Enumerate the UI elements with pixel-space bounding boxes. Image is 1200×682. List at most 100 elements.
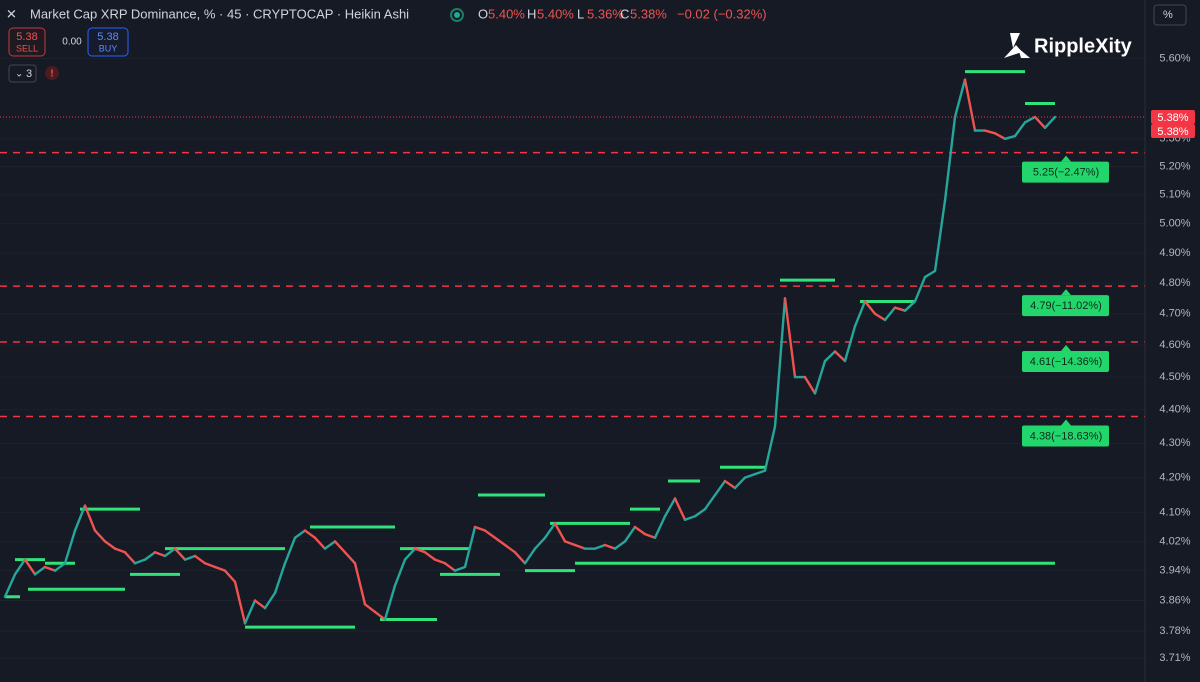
price-segment <box>463 525 477 569</box>
price-segment <box>13 558 27 576</box>
ohlc-value: 5.38% <box>630 6 667 21</box>
price-label-box <box>1151 109 1195 124</box>
price-segment <box>783 297 797 379</box>
ohlc-key: H <box>527 6 536 21</box>
price-segment <box>423 551 437 561</box>
price-segment <box>903 300 917 312</box>
y-tick-label: 3.78% <box>1159 625 1190 637</box>
y-tick-label: 4.40% <box>1159 404 1190 416</box>
price-segment <box>513 551 527 565</box>
symbol-title[interactable]: Market Cap XRP Dominance, % · 45 · CRYPT… <box>30 6 409 21</box>
target-label-box <box>1022 295 1109 317</box>
price-segment <box>153 551 167 558</box>
price-segment <box>663 497 677 518</box>
status-dot-core <box>454 12 460 18</box>
buy-button[interactable] <box>87 27 129 57</box>
price-segment <box>73 504 87 532</box>
price-segment <box>93 529 107 543</box>
target-label-pointer <box>1061 344 1071 351</box>
close-icon[interactable]: ✕ <box>6 6 17 21</box>
buy-label: BUY <box>99 43 118 53</box>
price-segment <box>573 543 587 550</box>
price-segment <box>323 540 337 550</box>
price-segment <box>263 591 277 610</box>
price-segment <box>1023 115 1037 124</box>
price-segment <box>693 507 707 518</box>
price-segment <box>753 469 767 476</box>
price-segment <box>293 529 307 539</box>
price-segment <box>173 547 187 561</box>
target-label: 4.61(−14.36%) <box>1030 356 1102 368</box>
price-segment <box>913 275 927 303</box>
y-tick-label: 3.94% <box>1159 565 1190 577</box>
price-segment <box>953 78 967 119</box>
target-label-pointer <box>1061 419 1071 426</box>
alert-icon[interactable] <box>45 66 59 80</box>
price-segment <box>533 536 547 550</box>
price-segment <box>603 543 617 550</box>
logo-shape <box>1018 48 1030 58</box>
price-segment <box>543 522 557 539</box>
price-segment <box>443 562 457 572</box>
price-segment <box>733 476 747 490</box>
sell-button[interactable] <box>8 27 46 57</box>
price-segment <box>43 565 57 572</box>
indicators-toggle[interactable] <box>8 64 37 83</box>
price-segment <box>23 558 37 576</box>
price-segment <box>1043 115 1057 130</box>
target-label-box <box>1022 425 1109 447</box>
price-segment <box>943 115 957 202</box>
ohlc-key: L <box>577 6 584 21</box>
y-tick-label: 4.60% <box>1159 339 1190 351</box>
price-segment <box>273 562 287 595</box>
ohlc-value: 5.36% <box>587 6 624 21</box>
price-segment <box>853 300 867 328</box>
target-label: 4.79(−11.02%) <box>1030 300 1102 312</box>
price-segment <box>883 306 897 322</box>
scale-button-label: % <box>1163 9 1173 21</box>
price-segment <box>83 504 97 532</box>
y-tick-label: 3.71% <box>1159 652 1190 664</box>
price-segment <box>963 78 977 132</box>
price-segment <box>493 536 507 547</box>
ohlc-value: 5.40% <box>488 6 525 21</box>
price-segment <box>413 547 427 554</box>
price-segment <box>803 375 817 395</box>
price-segment <box>303 529 317 539</box>
price-segment <box>563 540 577 547</box>
scale-button[interactable] <box>1153 4 1187 26</box>
target-label-box <box>1022 350 1109 372</box>
price-segment <box>313 536 327 550</box>
price-segment <box>403 547 417 561</box>
price-segment <box>243 599 257 625</box>
chevron: ⌄ <box>15 69 23 80</box>
price-segment <box>143 551 157 561</box>
price-segment <box>593 543 607 550</box>
price-segment <box>203 562 217 569</box>
y-tick-label: 4.90% <box>1159 247 1190 259</box>
price-segment <box>183 554 197 561</box>
price-segment <box>713 479 727 497</box>
price-label: 5.38% <box>1157 126 1188 138</box>
sell-price: 5.38 <box>16 31 37 43</box>
target-label: 5.25(−2.47%) <box>1033 167 1099 179</box>
y-tick-label: 5.00% <box>1159 218 1190 230</box>
price-segment <box>213 565 227 572</box>
price-segment <box>333 540 347 554</box>
logo-shape <box>1010 33 1020 48</box>
price-segment <box>353 562 367 606</box>
price-segment <box>933 199 947 273</box>
price-segment <box>373 610 387 621</box>
price-segment <box>3 573 17 598</box>
price-segment <box>123 551 137 565</box>
price-segment <box>163 547 177 558</box>
price-segment <box>823 350 837 363</box>
price-segment <box>113 547 127 554</box>
price-segment <box>1013 121 1027 138</box>
price-segment <box>253 599 267 610</box>
price-segment <box>53 562 67 572</box>
ohlc-value: 5.40% <box>537 6 574 21</box>
y-tick-label: 4.50% <box>1159 371 1190 383</box>
